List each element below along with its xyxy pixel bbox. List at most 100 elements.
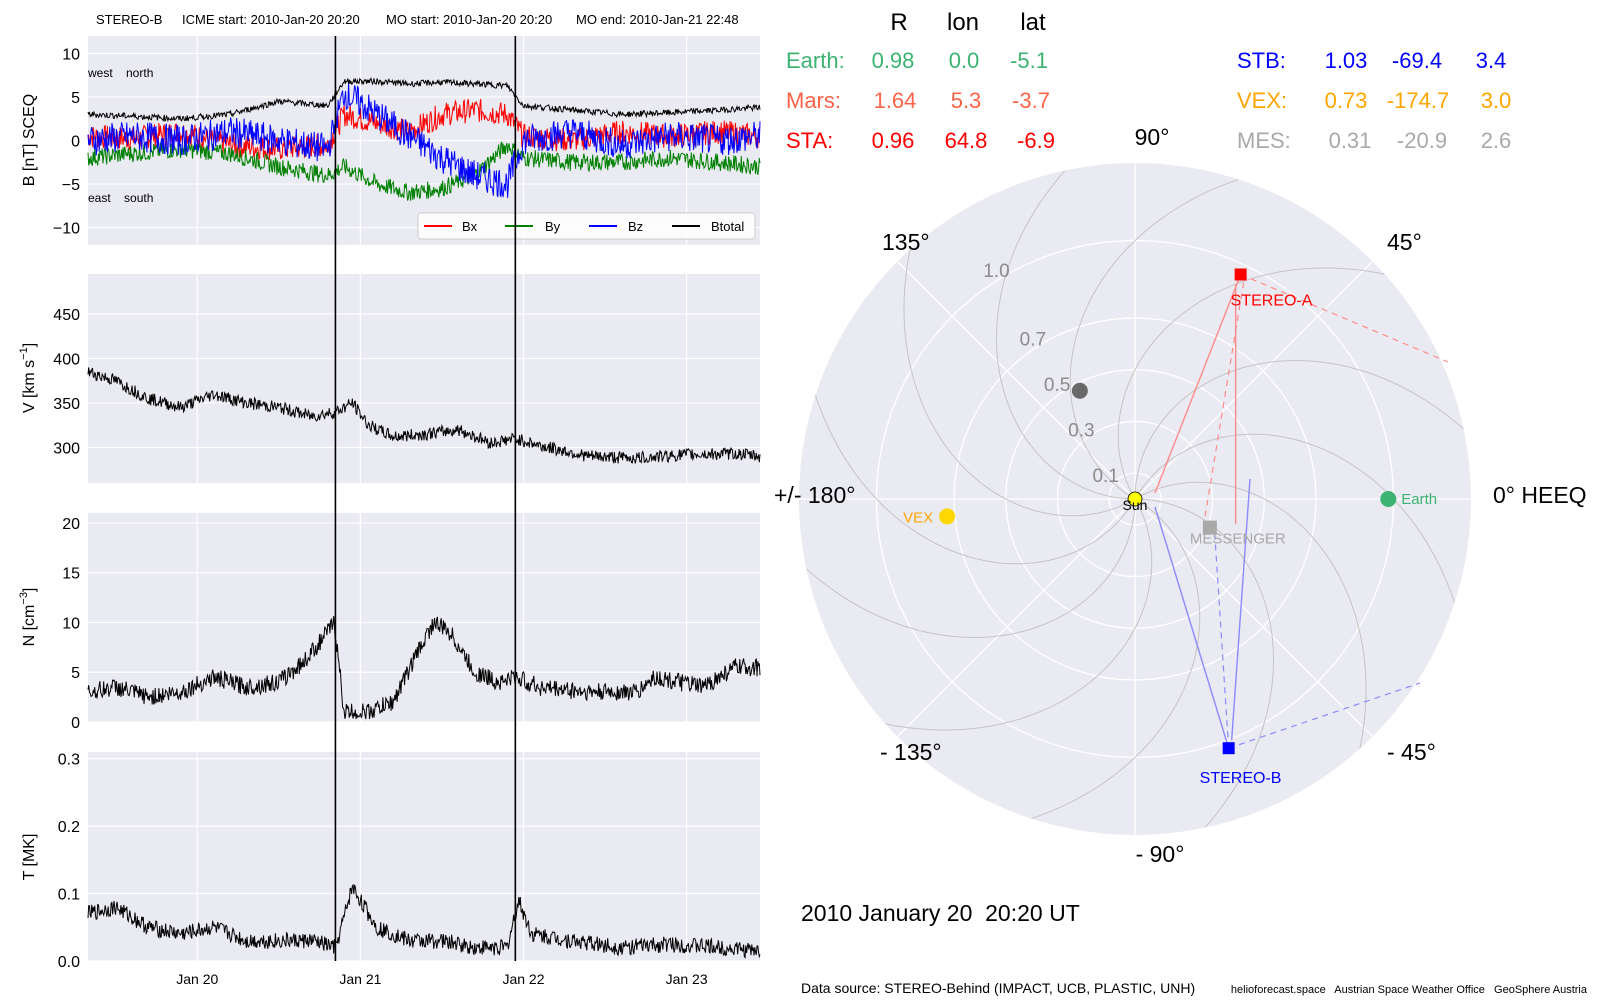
vex-marker <box>939 508 956 525</box>
col-header-r: R <box>890 9 907 36</box>
panel-t-ytick-label: 0.1 <box>58 887 80 904</box>
panel-b-legend: Bx By Bz Btotal <box>417 212 756 240</box>
panel-temperature: 0.3 0.2 0.1 0.0 T [MK] Jan 20 Jan 21 Jan 22 Ja… <box>21 752 761 987</box>
row-sta-r: 0.96 <box>872 128 915 153</box>
legend-bx-label: Bx <box>462 219 478 234</box>
row-sta-lat: -6.9 <box>1017 128 1055 153</box>
panel-b-series <box>87 77 761 201</box>
connection-lines <box>1154 273 1449 749</box>
panel-t-ylabel: T [MK] <box>21 834 38 881</box>
sta-connection-line <box>1154 274 1242 494</box>
messenger-marker <box>1202 520 1217 535</box>
panel-n-series <box>87 615 761 720</box>
row-mars-lat: -3.7 <box>1012 88 1050 113</box>
row-mes-lat: 2.6 <box>1481 128 1512 153</box>
series-n-line <box>87 615 761 720</box>
stb-outward-dashed-line <box>1228 682 1421 749</box>
vex-label: VEX <box>903 509 933 526</box>
row-stb-lat: 3.4 <box>1476 48 1507 73</box>
insitu-header: STEREO-B ICME start: 2010-Jan-20 20:20 M… <box>96 12 739 27</box>
panel-b-ylabel: B [nT] SCEQ <box>21 94 38 186</box>
polar-radial-tick-label: 0.7 <box>1020 329 1046 350</box>
row-mes-lon: -20.9 <box>1397 128 1447 153</box>
panel-t-background <box>88 752 760 961</box>
panel-v-ytick-label: 300 <box>53 440 80 457</box>
panel-t-ytick-label: 0.3 <box>58 752 80 769</box>
x-axis-ticks: Jan 20 Jan 21 Jan 22 Jan 23 <box>176 971 708 987</box>
col-header-lat: lat <box>1020 9 1046 36</box>
footer-source: Data source: STEREO-Behind (IMPACT, UCB,… <box>801 980 1195 996</box>
table-row-earth: Earth: 0.98 0.0 -5.1 <box>786 48 1048 73</box>
panel-n-ylabel-sup: −3 <box>18 592 30 605</box>
angle-label-180: +/- 180° <box>774 482 855 508</box>
icme-start-label: ICME start: 2010-Jan-20 20:20 <box>182 12 360 27</box>
panel-v-background <box>88 274 760 483</box>
angle-label-135: 135° <box>882 229 930 255</box>
polar-angular-gridline <box>1134 498 1374 738</box>
panel-b-note-bottom: east south <box>88 191 153 205</box>
table-row-mes: MES: 0.31 -20.9 2.6 <box>1237 128 1511 153</box>
messenger-label: MESSENGER <box>1190 531 1286 548</box>
polar-angle-labels: 0° HEEQ 45° 90° 135° +/- 180° - 135° - 9… <box>774 124 1587 867</box>
row-mes-name: MES: <box>1237 128 1291 153</box>
parker-spiral <box>1134 498 1274 829</box>
panel-b-ytick-label: −5 <box>62 177 80 194</box>
row-earth-lat: -5.1 <box>1010 48 1048 73</box>
parker-spiral <box>1134 433 1456 603</box>
panel-magnetic-field: 10 5 0 −5 −10 B [nT] SCEQ west north east so… <box>21 36 761 245</box>
polar-timestamp: 2010 January 20 20:20 UT <box>801 900 1080 926</box>
panel-v-ticks: 450 400 350 300 <box>53 307 80 457</box>
panel-v-ylabel: V [km s−1] <box>18 343 38 413</box>
row-stb-name: STB: <box>1237 48 1286 73</box>
series-btotal-line <box>87 77 761 123</box>
panel-v-ylabel-main: V [km s <box>21 360 38 413</box>
polar-radial-tick-label: 0.1 <box>1092 466 1118 487</box>
x-tick-label: Jan 20 <box>176 971 218 987</box>
parker-spiral <box>814 395 1136 565</box>
panel-density: 20 15 10 5 0 N [cm−3] <box>18 513 761 732</box>
panel-v-ytick-label: 400 <box>53 351 80 368</box>
panel-n-ytick-label: 20 <box>62 516 80 533</box>
polar-angular-gridline <box>1134 260 1374 500</box>
stereo-b-marker <box>1222 742 1235 755</box>
row-mes-r: 0.31 <box>1329 128 1372 153</box>
sun-marker <box>1127 491 1143 507</box>
panel-n-ytick-label: 15 <box>62 566 80 583</box>
panel-t-series <box>87 883 761 959</box>
earth-marker <box>1380 491 1397 507</box>
row-vex-lat: 3.0 <box>1481 88 1512 113</box>
panel-t-ytick-label: 0.0 <box>58 954 80 971</box>
panel-n-ticks: 20 15 10 5 0 <box>62 516 80 732</box>
panel-t-ticks: 0.3 0.2 0.1 0.0 <box>58 752 80 971</box>
panel-t-ytick-label: 0.2 <box>58 819 80 836</box>
stb-mes-dashed-line <box>1214 535 1230 749</box>
panel-b-ytick-label: 10 <box>62 46 80 63</box>
stereo-a-label: STEREO-A <box>1231 292 1313 309</box>
parker-spiral <box>1134 360 1465 500</box>
row-mars-name: Mars: <box>786 88 841 113</box>
stb-connection-line <box>1154 506 1230 749</box>
polar-angular-gridline <box>896 498 1136 738</box>
row-vex-name: VEX: <box>1237 88 1287 113</box>
parker-spiral <box>1031 498 1201 820</box>
row-stb-lon: -69.4 <box>1392 48 1442 73</box>
panel-n-background <box>88 513 760 722</box>
polar-angular-gridline <box>896 260 1136 500</box>
angle-label-45: 45° <box>1387 229 1422 255</box>
unlabeled-body-marker <box>1071 382 1088 399</box>
row-vex-lon: -174.7 <box>1387 88 1449 113</box>
polar-radial-tick-label: 0.3 <box>1068 421 1094 442</box>
event-lines <box>334 36 517 961</box>
series-bz-line <box>87 81 761 198</box>
earth-label: Earth <box>1401 491 1437 508</box>
col-header-lon: lon <box>947 9 979 36</box>
stb-up-line <box>1230 478 1251 741</box>
mo-end-label: MO end: 2010-Jan-21 22:48 <box>576 12 739 27</box>
x-tick-label: Jan 23 <box>666 971 708 987</box>
angle-label-m45: - 45° <box>1387 739 1436 765</box>
parker-spiral <box>1134 481 1367 749</box>
panel-b-ytick-label: −10 <box>53 221 80 238</box>
angle-label-0: 0° HEEQ <box>1493 482 1587 508</box>
polar-radial-tick-label: 1.0 <box>983 261 1009 282</box>
